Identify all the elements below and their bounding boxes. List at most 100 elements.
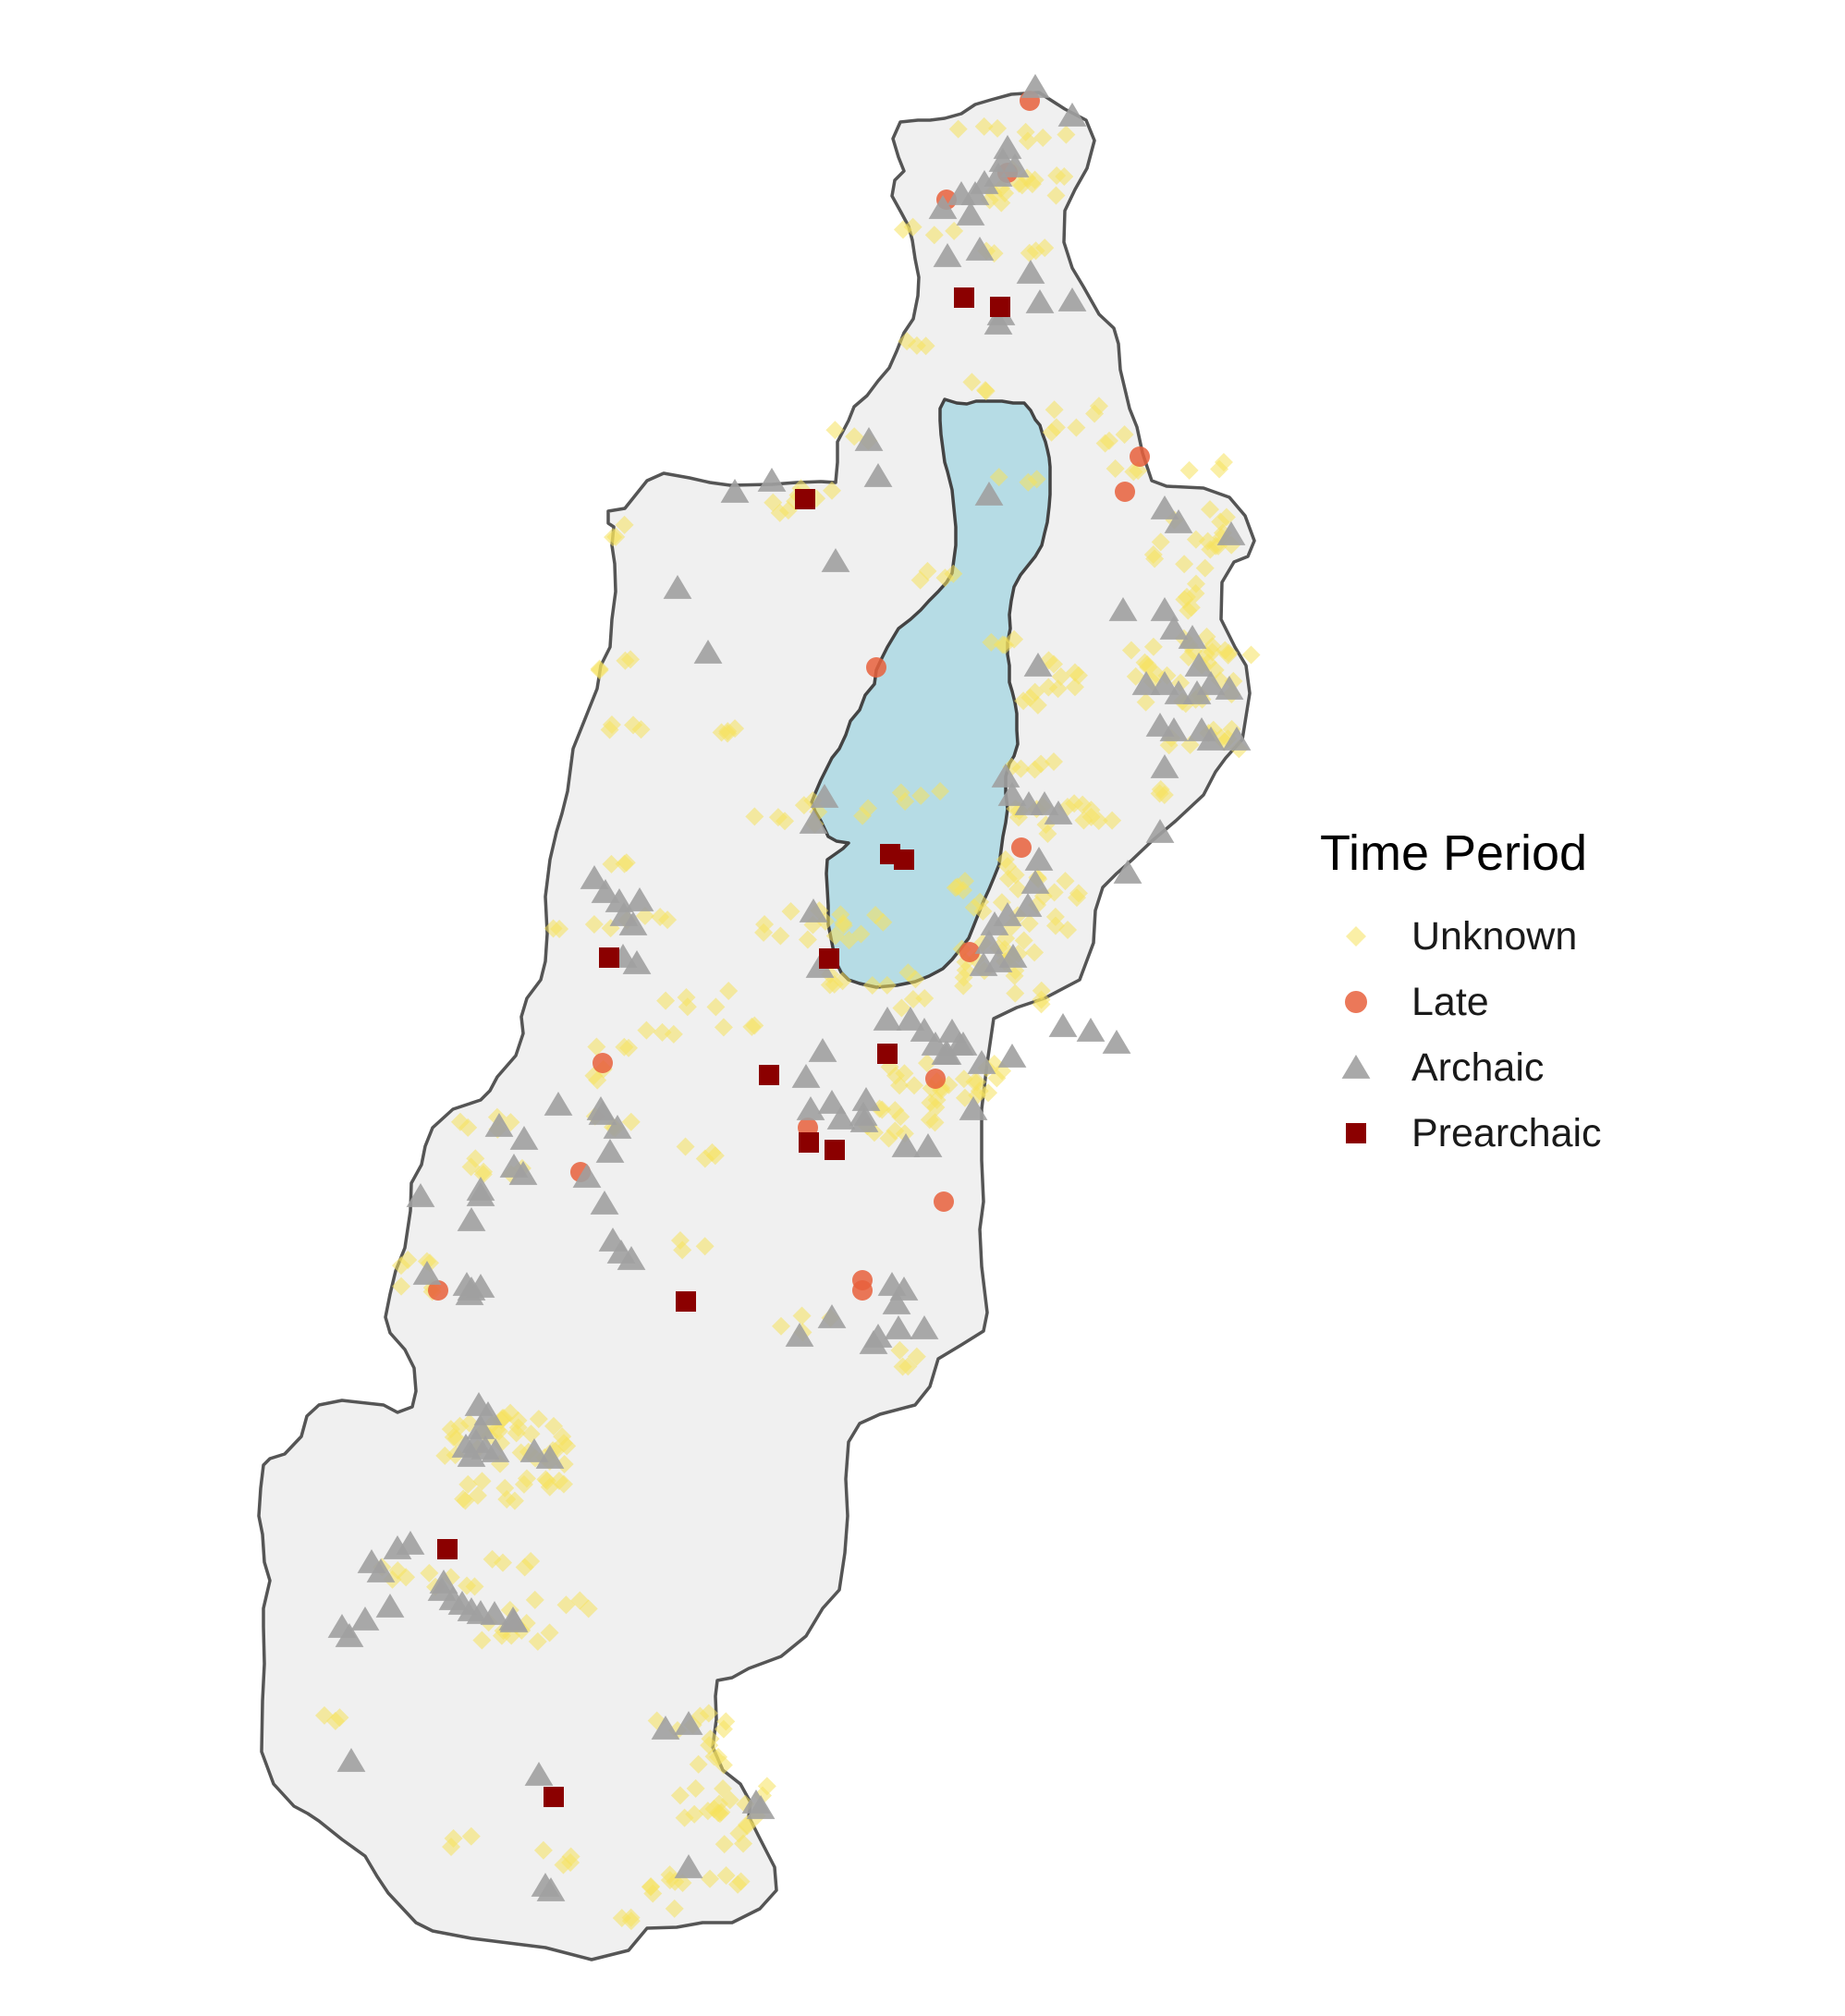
- unknown-site-point: [637, 1020, 656, 1040]
- unknown-site-point: [1106, 459, 1125, 479]
- late-site-point: [866, 657, 886, 678]
- prearchaic-site-point: [954, 287, 974, 308]
- archaic-site-point: [1222, 727, 1252, 751]
- unknown-site-point: [1219, 643, 1239, 663]
- prearchaic-site-point: [990, 297, 1010, 317]
- unknown-site-point: [719, 981, 739, 1000]
- prearchaic-site-point: [819, 948, 839, 969]
- unknown-site-point: [714, 1018, 733, 1037]
- unknown-site-point: [794, 796, 813, 815]
- archaic-site-point: [1196, 671, 1226, 695]
- archaic-site-point: [674, 1711, 703, 1735]
- unknown-site-point: [555, 1454, 574, 1473]
- archaic-site-point: [1164, 680, 1193, 704]
- unknown-site-point: [976, 382, 996, 401]
- prearchaic-site-point: [676, 1291, 696, 1312]
- unknown-site-point: [1201, 540, 1220, 559]
- archaic-site-point: [499, 1608, 529, 1632]
- unknown-site-point: [989, 468, 1008, 487]
- unknown-site-point: [602, 854, 621, 874]
- archaic-site-point: [945, 1032, 974, 1056]
- unknown-site-point: [955, 1088, 974, 1107]
- unknown-site-point: [918, 561, 937, 580]
- triangle-icon: [1341, 1055, 1371, 1079]
- unknown-site-point: [1058, 920, 1078, 939]
- unknown-site-point: [1006, 984, 1025, 1003]
- unknown-site-point: [896, 791, 915, 811]
- legend: Time Period Unknown Late Archaic Prearch…: [1320, 825, 1602, 1155]
- archaic-site-point: [451, 1434, 481, 1458]
- unknown-site-point: [764, 493, 783, 512]
- unknown-site-point: [845, 427, 864, 446]
- unknown-site-point: [590, 661, 609, 680]
- unknown-site-point: [954, 976, 973, 996]
- unknown-site-point: [998, 869, 1018, 888]
- archaic-site-point: [375, 1594, 405, 1618]
- unknown-site-point: [579, 1599, 598, 1619]
- unknown-site-point: [776, 812, 795, 831]
- unknown-site-point: [1065, 678, 1084, 697]
- unknown-site-point: [1051, 667, 1070, 687]
- prearchaic-site-point: [759, 1065, 779, 1085]
- unknown-site-point: [893, 1357, 912, 1376]
- unknown-site-point: [521, 1424, 541, 1444]
- unknown-site-point: [544, 1416, 564, 1436]
- unknown-site-point: [1065, 663, 1084, 682]
- unknown-site-point: [1136, 692, 1155, 712]
- unknown-site-point: [903, 217, 922, 237]
- unknown-site-point: [718, 724, 738, 743]
- archaic-site-point: [1164, 509, 1193, 533]
- unknown-site-point: [1151, 532, 1170, 552]
- archaic-site-point: [508, 1161, 538, 1185]
- unknown-site-point: [665, 1899, 684, 1918]
- unknown-site-point: [907, 336, 926, 355]
- prearchaic-site-point: [894, 849, 914, 870]
- archaic-site-point: [785, 1323, 814, 1347]
- archaic-site-point: [1044, 800, 1073, 825]
- archaic-site-point: [1102, 1030, 1131, 1054]
- unknown-site-point: [1175, 590, 1194, 609]
- archaic-site-point: [625, 887, 654, 911]
- late-site-point: [934, 1191, 954, 1212]
- unknown-site-point: [1014, 931, 1033, 950]
- archaic-site-point: [873, 1007, 902, 1031]
- unknown-site-point: [956, 872, 975, 891]
- archaic-site-point: [965, 237, 995, 261]
- unknown-site-point: [944, 564, 963, 583]
- archaic-site-point: [622, 950, 652, 974]
- unknown-site-point: [698, 1802, 717, 1821]
- archaic-site-point: [1159, 717, 1189, 741]
- unknown-site-point: [877, 975, 897, 995]
- unknown-site-point: [935, 568, 955, 588]
- legend-label-unknown: Unknown: [1411, 914, 1577, 959]
- unknown-site-point: [1069, 884, 1088, 903]
- archaic-site-point: [974, 930, 1004, 954]
- unknown-site-point: [745, 807, 764, 826]
- unknown-site-point: [1214, 453, 1233, 472]
- unknown-site-point: [891, 1107, 910, 1127]
- archaic-site-point: [1023, 653, 1053, 677]
- unknown-site-point: [695, 1237, 715, 1256]
- unknown-site-point: [615, 1037, 634, 1057]
- unknown-site-point: [907, 1347, 926, 1366]
- unknown-site-point: [728, 1875, 748, 1894]
- archaic-site-point: [396, 1531, 425, 1555]
- archaic-site-point: [910, 1315, 939, 1339]
- unknown-site-point: [450, 1112, 470, 1131]
- archaic-site-point: [884, 1315, 913, 1339]
- unknown-site-point: [459, 1413, 479, 1433]
- unknown-site-point: [873, 1100, 892, 1119]
- unknown-site-point: [1025, 943, 1045, 962]
- unknown-site-point: [915, 989, 935, 1008]
- unknown-site-point: [515, 1558, 534, 1577]
- archaic-site-point: [591, 879, 620, 903]
- archaic-site-point: [849, 1102, 878, 1126]
- archaic-site-point: [993, 902, 1022, 926]
- unknown-site-point: [712, 1802, 731, 1822]
- unknown-site-point: [1124, 462, 1143, 482]
- unknown-site-point: [772, 1316, 791, 1336]
- late-site-point: [852, 1280, 873, 1301]
- archaic-site-point: [928, 195, 958, 219]
- unknown-site-point: [729, 1824, 749, 1843]
- unknown-site-point: [998, 857, 1018, 876]
